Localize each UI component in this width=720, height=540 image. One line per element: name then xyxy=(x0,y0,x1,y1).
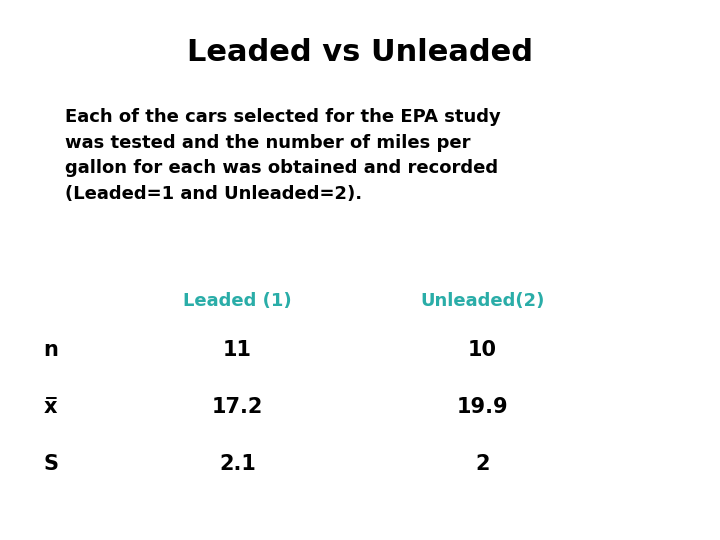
Text: 19.9: 19.9 xyxy=(456,397,508,417)
Text: 11: 11 xyxy=(223,340,252,360)
Text: 10: 10 xyxy=(468,340,497,360)
Text: S: S xyxy=(43,454,58,474)
Text: x̅: x̅ xyxy=(43,397,57,417)
Text: n: n xyxy=(43,340,58,360)
Text: 2: 2 xyxy=(475,454,490,474)
Text: 17.2: 17.2 xyxy=(212,397,264,417)
Text: 2.1: 2.1 xyxy=(219,454,256,474)
Text: Leaded (1): Leaded (1) xyxy=(184,292,292,309)
Text: Leaded vs Unleaded: Leaded vs Unleaded xyxy=(187,38,533,67)
Text: Unleaded(2): Unleaded(2) xyxy=(420,292,544,309)
Text: Each of the cars selected for the EPA study
was tested and the number of miles p: Each of the cars selected for the EPA st… xyxy=(65,108,500,203)
